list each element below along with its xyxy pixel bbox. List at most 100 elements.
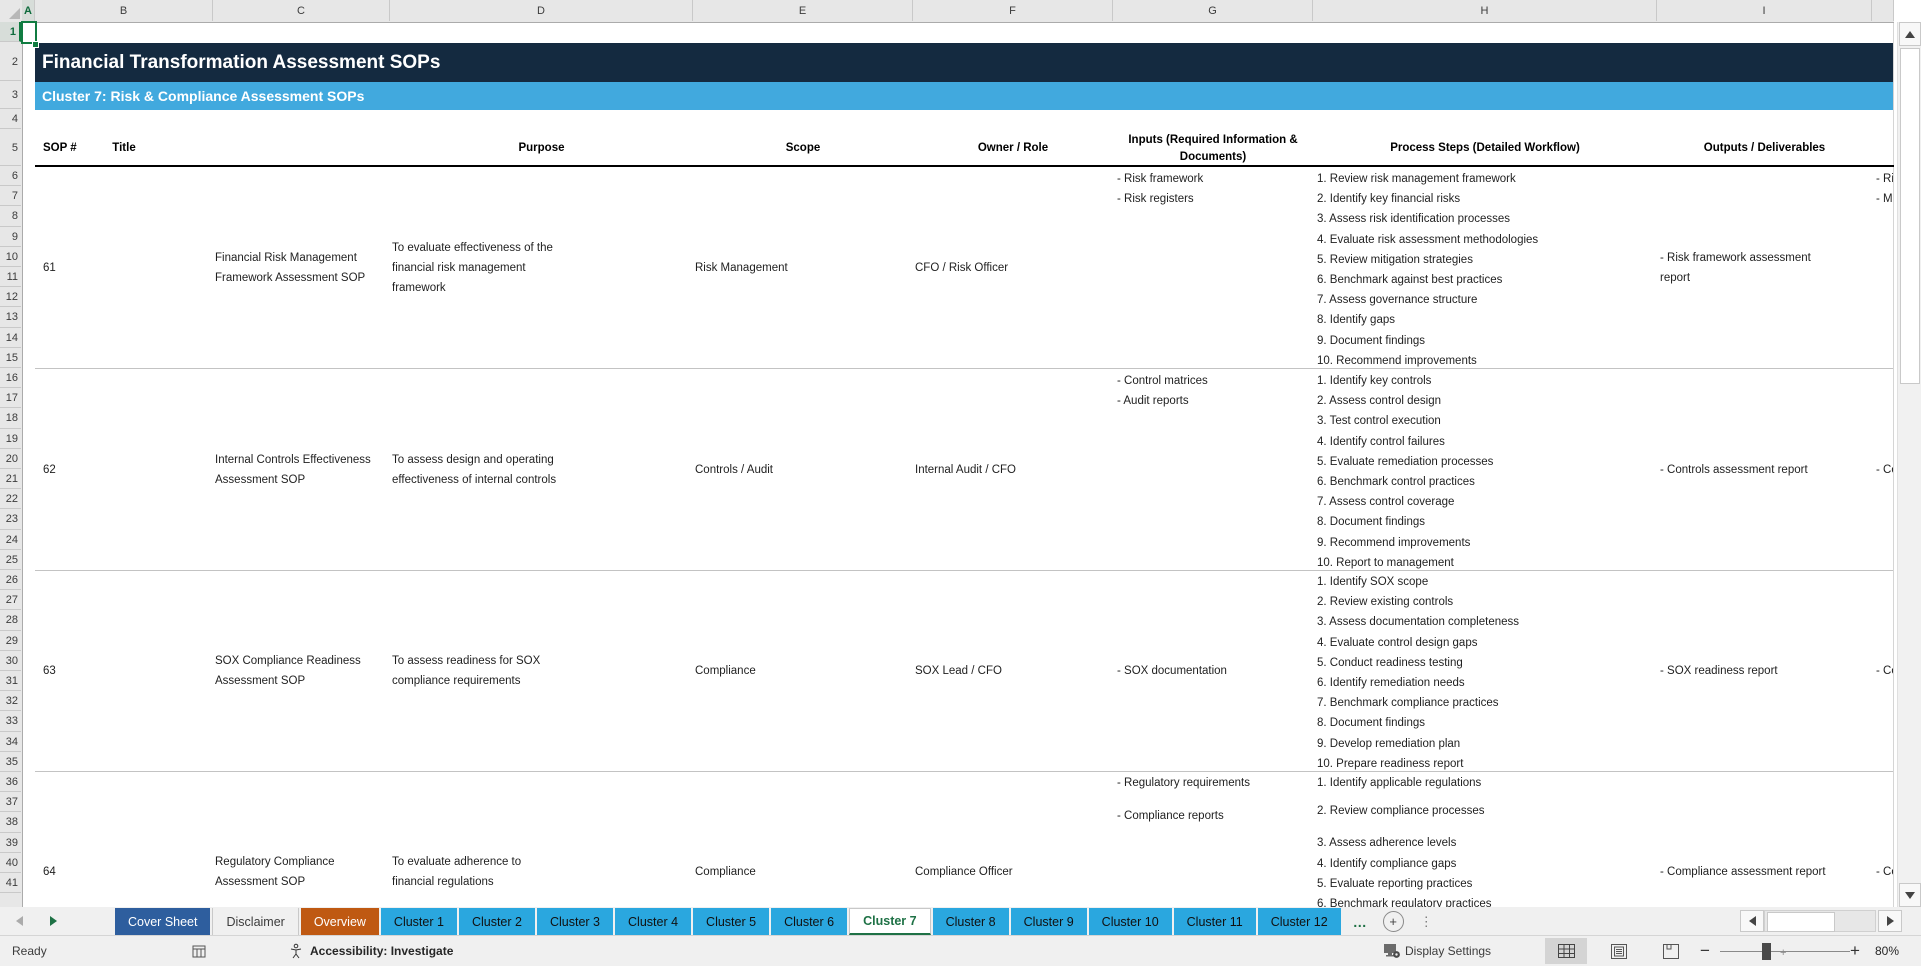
cell-purpose[interactable]: To evaluate adherence to financial regul…	[392, 771, 580, 907]
sheet-tab-cluster-6[interactable]: Cluster 6	[771, 908, 847, 935]
sheet-tab-cluster-5[interactable]: Cluster 5	[693, 908, 769, 935]
cell-title[interactable]: Financial Risk Management Framework Asse…	[215, 167, 385, 369]
normal-view-button[interactable]	[1545, 938, 1587, 964]
row-header-8[interactable]: 8	[0, 207, 21, 226]
row-header-10[interactable]: 10	[0, 248, 21, 267]
row-header-26[interactable]: 26	[0, 571, 21, 590]
row-header-40[interactable]: 40	[0, 854, 21, 873]
row-header-39[interactable]: 39	[0, 834, 21, 853]
scroll-up-button[interactable]	[1899, 22, 1921, 46]
cell-output[interactable]: - Compliance assessment report	[1660, 771, 1872, 907]
sheet-tab-cluster-11[interactable]: Cluster 11	[1174, 908, 1256, 935]
row-header-36[interactable]: 36	[0, 773, 21, 792]
row-header-20[interactable]: 20	[0, 450, 21, 469]
row-header-30[interactable]: 30	[0, 652, 21, 671]
cell-owner[interactable]: Internal Audit / CFO	[915, 369, 1107, 571]
cluster-banner-cell[interactable]: Cluster 7: Risk & Compliance Assessment …	[35, 82, 1894, 110]
hscroll-left-button[interactable]	[1740, 910, 1764, 932]
row-header-33[interactable]: 33	[0, 712, 21, 731]
row-header-2[interactable]: 2	[0, 43, 21, 81]
cell-output[interactable]: - SOX readiness report	[1660, 570, 1872, 772]
cell-scope[interactable]: Compliance	[695, 771, 905, 907]
row-header-17[interactable]: 17	[0, 389, 21, 408]
row-header-5[interactable]: 5	[0, 130, 21, 166]
column-header-A[interactable]: A	[22, 0, 35, 23]
select-all-corner[interactable]	[0, 0, 23, 21]
cell-process-steps[interactable]: 1. Identify SOX scope2. Review existing …	[1317, 570, 1653, 772]
hscroll-right-button[interactable]	[1878, 910, 1902, 932]
zoom-slider-thumb[interactable]	[1762, 943, 1771, 960]
row-header-9[interactable]: 9	[0, 228, 21, 247]
row-header-22[interactable]: 22	[0, 490, 21, 509]
cell-title[interactable]: Internal Controls Effectiveness Assessme…	[215, 369, 385, 571]
zoom-out-button[interactable]: −	[1700, 936, 1710, 966]
cell-process-steps[interactable]: 1. Identify applicable regulations2. Rev…	[1317, 771, 1653, 907]
row-header-18[interactable]: 18	[0, 409, 21, 428]
cell-purpose[interactable]: To assess design and operating effective…	[392, 369, 580, 571]
macro-record-icon[interactable]	[192, 936, 206, 966]
sheet-tab-cluster-7[interactable]: Cluster 7	[849, 908, 931, 935]
row-header-3[interactable]: 3	[0, 82, 21, 109]
sheet-tab-cluster-2[interactable]: Cluster 2	[459, 908, 535, 935]
sheet-grid[interactable]: Financial Transformation Assessment SOPs…	[0, 0, 1894, 907]
row-header-23[interactable]: 23	[0, 510, 21, 529]
vertical-scrollbar[interactable]	[1897, 22, 1921, 907]
cell-title[interactable]: Regulatory Compliance Assessment SOP	[215, 771, 385, 907]
row-header-12[interactable]: 12	[0, 288, 21, 307]
cell-process-steps[interactable]: 1. Review risk management framework2. Id…	[1317, 167, 1653, 369]
column-header-F[interactable]: F	[913, 0, 1113, 21]
row-header-31[interactable]: 31	[0, 672, 21, 691]
cell-owner[interactable]: Compliance Officer	[915, 771, 1107, 907]
column-header-G[interactable]: G	[1113, 0, 1313, 21]
row-header-34[interactable]: 34	[0, 733, 21, 752]
row-header-25[interactable]: 25	[0, 551, 21, 570]
add-sheet-button[interactable]: +	[1383, 911, 1404, 932]
row-header-32[interactable]: 32	[0, 692, 21, 711]
cell-sop-num-61[interactable]: 61	[43, 167, 103, 369]
column-header-I[interactable]: I	[1657, 0, 1872, 21]
row-header-29[interactable]: 29	[0, 632, 21, 651]
row-header-7[interactable]: 7	[0, 187, 21, 206]
column-header-strip[interactable]: ABCDEFGHI	[0, 0, 1894, 23]
page-break-preview-button[interactable]	[1650, 938, 1692, 964]
row-header-38[interactable]: 38	[0, 813, 21, 832]
column-header-C[interactable]: C	[213, 0, 390, 21]
cell-output[interactable]: - Risk framework assessment report	[1660, 167, 1872, 369]
column-header-H[interactable]: H	[1313, 0, 1657, 21]
zoom-level-button[interactable]: 80%	[1875, 936, 1899, 966]
cell-output[interactable]: - Controls assessment report	[1660, 369, 1872, 571]
row-header-24[interactable]: 24	[0, 531, 21, 550]
row-header-19[interactable]: 19	[0, 430, 21, 449]
cell-inputs[interactable]: - Risk framework- Risk registers	[1117, 167, 1309, 369]
sheet-tab-cluster-10[interactable]: Cluster 10	[1089, 908, 1172, 935]
sheet-tab-cluster-3[interactable]: Cluster 3	[537, 908, 613, 935]
row-header-13[interactable]: 13	[0, 308, 21, 327]
row-header-27[interactable]: 27	[0, 591, 21, 610]
row-header-37[interactable]: 37	[0, 793, 21, 812]
hscroll-track[interactable]	[1764, 910, 1876, 932]
sheet-tab-disclaimer[interactable]: Disclaimer	[212, 908, 298, 935]
column-header-E[interactable]: E	[693, 0, 913, 21]
cell-scope[interactable]: Controls / Audit	[695, 369, 905, 571]
row-header-15[interactable]: 15	[0, 349, 21, 368]
column-header-partial[interactable]	[1872, 0, 1894, 21]
sheet-tab-overview[interactable]: Overview	[301, 908, 379, 935]
display-settings-button[interactable]: Display Settings	[1405, 936, 1491, 966]
cell-inputs[interactable]: - Control matrices- Audit reports	[1117, 369, 1309, 571]
row-header-35[interactable]: 35	[0, 753, 21, 772]
cell-title[interactable]: SOX Compliance Readiness Assessment SOP	[215, 570, 385, 772]
sheet-tab-cluster-1[interactable]: Cluster 1	[381, 908, 457, 935]
row-header-1[interactable]: 1	[0, 22, 21, 42]
column-header-B[interactable]: B	[35, 0, 213, 21]
row-header-11[interactable]: 11	[0, 268, 21, 287]
cell-scope[interactable]: Compliance	[695, 570, 905, 772]
cell-inputs[interactable]: - Regulatory requirements- Compliance re…	[1117, 771, 1309, 907]
tab-overflow-ellipsis[interactable]: …	[1353, 908, 1367, 935]
vertical-scroll-thumb[interactable]	[1900, 48, 1920, 384]
sheet-tab-cluster-12[interactable]: Cluster 12	[1258, 908, 1341, 935]
tab-bar-options-icon[interactable]: ⋮	[1420, 914, 1433, 930]
sheet-tab-cluster-8[interactable]: Cluster 8	[933, 908, 1009, 935]
scroll-down-button[interactable]	[1899, 883, 1921, 907]
row-header-41[interactable]: 41	[0, 874, 21, 893]
row-header-16[interactable]: 16	[0, 369, 21, 388]
